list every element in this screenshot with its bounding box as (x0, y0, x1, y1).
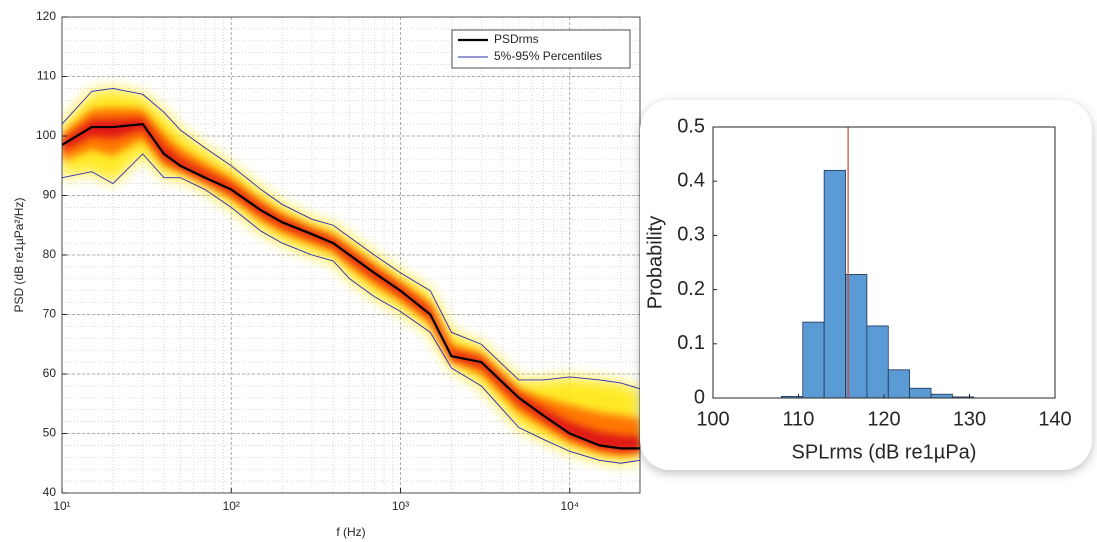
histogram-bar (802, 321, 825, 399)
legend-label: 5%-95% Percentiles (494, 49, 602, 63)
histogram-bar (823, 169, 846, 399)
y-tick-label: 90 (43, 188, 57, 202)
x-tick-label: 130 (953, 408, 986, 430)
histogram-bar (930, 393, 953, 399)
series-line (62, 122, 640, 450)
y-tick-label: 0.1 (677, 332, 705, 354)
y-tick-label: 70 (43, 307, 57, 321)
y-tick-label: 60 (43, 366, 57, 380)
y-tick-label: 0.4 (677, 169, 705, 191)
y-tick-label: 120 (36, 9, 56, 23)
x-tick-label: 10⁴ (561, 499, 580, 513)
y-tick-label: 80 (43, 247, 57, 261)
series-line (62, 153, 640, 464)
x-tick-label: 140 (1038, 408, 1071, 430)
legend-label: PSDrms (494, 32, 539, 46)
histogram-chart: 100 110 120 130 140 0 0.1 0.2 0.3 0.4 0.5 SPLrms (d… (644, 115, 1071, 463)
psd-chart: 10¹ 10² 10³ 10⁴ 40 50 60 70 80 90 100 110 120 PSDrms 5… (12, 9, 641, 539)
y-tick-label: 0.2 (677, 278, 705, 300)
histogram-bar (887, 369, 911, 399)
x-tick-label: 110 (783, 408, 815, 430)
series-line (62, 87, 640, 390)
histogram-bar (909, 387, 932, 399)
y-tick-label: 0.3 (677, 224, 705, 246)
plot (62, 17, 640, 493)
y-tick-label: 50 (43, 426, 57, 440)
x-axis-label: SPLrms (dB re1µPa) (792, 441, 977, 463)
histogram-bar (866, 325, 889, 399)
density-mid (62, 107, 640, 456)
x-axis-label: f (Hz) (336, 525, 365, 539)
y-axis-label: PSD (dB re1µPa²/Hz) (12, 198, 26, 313)
legend-box (451, 29, 631, 69)
histogram-bar (845, 274, 868, 399)
y-axis-label: Probability (644, 216, 666, 309)
x-tick-label: 10² (223, 499, 240, 513)
x-tick-label: 10¹ (53, 499, 70, 513)
y-tick-label: 0.5 (677, 115, 705, 137)
x-tick-label: 10³ (392, 499, 409, 513)
y-tick-label: 110 (37, 69, 56, 83)
x-tick-label: 100 (696, 408, 729, 430)
y-tick-label: 40 (43, 485, 57, 499)
y-tick-label: 0 (694, 386, 705, 408)
x-tick-label: 120 (867, 408, 900, 430)
axes-box (712, 126, 1056, 399)
y-tick-label: 100 (36, 128, 56, 142)
